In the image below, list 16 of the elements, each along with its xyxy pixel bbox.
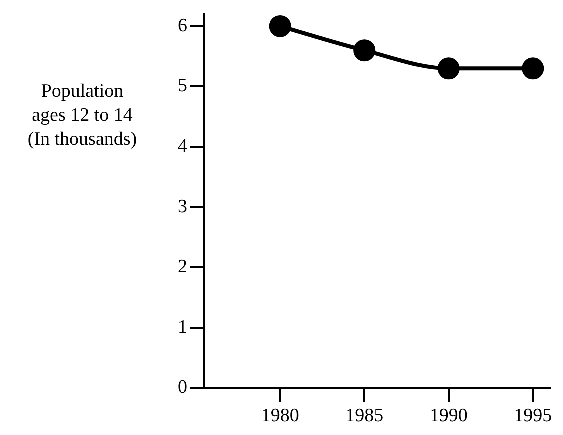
x-tick-label: 1985	[346, 406, 384, 427]
y-tick-label: 1	[178, 316, 188, 338]
x-tick-label: 1995	[514, 406, 552, 427]
x-tick-label: 1990	[430, 406, 468, 427]
point	[438, 58, 460, 80]
point	[354, 40, 376, 62]
x-tick-label: 1980	[261, 406, 300, 427]
point	[269, 15, 292, 38]
y-tick-label: 4	[178, 136, 188, 158]
y-tick-label: 2	[178, 256, 188, 278]
y-tick-label: 3	[178, 196, 188, 218]
point	[522, 58, 544, 80]
y-axis-title: Population ages 12 to 14 (In thousands)	[26, 80, 138, 152]
y-tick-label: 5	[178, 76, 188, 97]
y-tick-label: 0	[178, 377, 188, 398]
y-tick-label: 6	[178, 15, 188, 36]
